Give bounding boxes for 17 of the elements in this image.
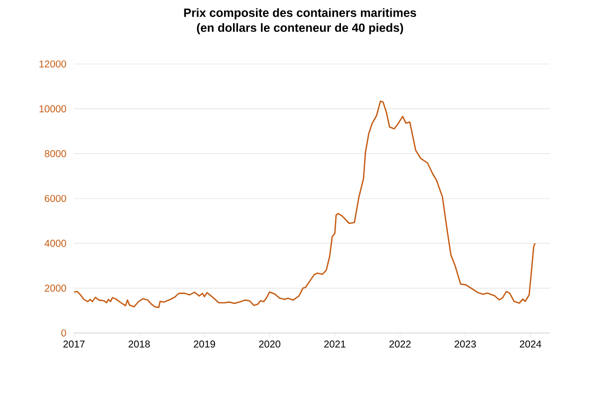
y-tick-label: 4000 <box>44 240 66 247</box>
x-tick-label: 2017 <box>63 340 85 348</box>
x-tick-label: 2018 <box>128 340 150 348</box>
y-tick-label: 2000 <box>44 284 66 292</box>
y-tick-label: 8000 <box>44 150 66 158</box>
y-tick-label: 10000 <box>40 105 66 112</box>
y-tick-label: 0 <box>61 329 66 337</box>
x-tick-label: 2023 <box>454 340 476 348</box>
x-tick-label: 2022 <box>389 340 411 348</box>
line-series <box>73 100 536 308</box>
x-tick-label: 2024 <box>520 340 542 348</box>
y-tick-label: 12000 <box>40 60 66 68</box>
x-tick-label: 2021 <box>324 340 346 348</box>
x-tick-label: 2019 <box>194 340 216 348</box>
y-tick-label: 6000 <box>44 194 66 202</box>
chart-title: Prix composite des containers maritimes (en dollars le conteneur de 40 pieds) <box>184 8 416 34</box>
x-tick-label: 2020 <box>259 340 280 348</box>
